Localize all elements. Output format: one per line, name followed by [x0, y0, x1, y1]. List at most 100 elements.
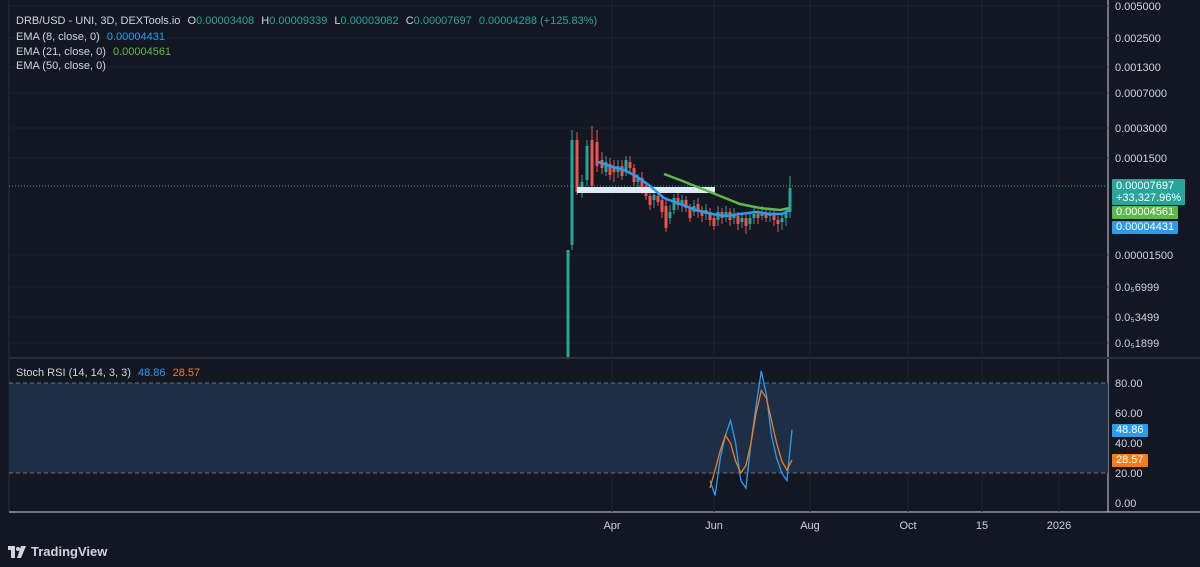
stoch-k-value: 48.86 — [138, 367, 166, 379]
stoch-d-line — [709, 388, 793, 489]
candle-body — [595, 142, 599, 166]
price-tick-label: 0.005000 — [1115, 1, 1161, 13]
time-tick-label: Apr — [603, 520, 620, 532]
open-value: 0.00003408 — [196, 15, 255, 27]
price-tick-label: 0.0₅6999 — [1115, 282, 1159, 294]
candle-body — [590, 140, 594, 186]
stoch-d-tag: 28.57 — [1112, 454, 1148, 467]
stoch-tick-label: 80.00 — [1115, 378, 1143, 390]
candle-body — [604, 162, 608, 172]
ema21-line — [663, 172, 791, 212]
candle-body — [566, 250, 570, 357]
candle-body — [620, 166, 624, 176]
change-value: 0.00004288 (+125.83%) — [478, 15, 598, 27]
time-tick-label: Oct — [899, 520, 916, 532]
last-price-pct: +33,327.96% — [1116, 192, 1182, 204]
price-tick-label: 0.002500 — [1115, 33, 1161, 45]
low-value: 0.00003082 — [340, 15, 399, 27]
candle-body — [696, 204, 700, 212]
low-label: L — [334, 15, 341, 27]
candle-body — [636, 178, 640, 182]
candle-body — [652, 195, 656, 200]
ema21-label: EMA (21, close, 0) — [16, 46, 106, 58]
time-tick-label: Aug — [800, 520, 820, 532]
stoch-band — [9, 383, 1108, 473]
candle-body — [700, 210, 704, 216]
candle-body — [708, 212, 712, 220]
candle-body — [672, 198, 676, 210]
time-tick-label: Jun — [705, 520, 723, 532]
price-tick-label: 0.0001500 — [1115, 153, 1167, 165]
candle-body — [648, 196, 652, 205]
stoch-tick-label: 40.00 — [1115, 438, 1143, 450]
candle-body — [784, 212, 788, 218]
close-label: C — [405, 15, 414, 27]
candle-body — [740, 218, 744, 222]
candle-body — [688, 208, 692, 218]
high-label: H — [261, 15, 270, 27]
candle-body — [764, 214, 768, 218]
candle-body — [624, 160, 628, 170]
candle-body — [640, 178, 644, 188]
ema8-line — [597, 160, 791, 218]
time-tick-label: 15 — [976, 520, 988, 532]
candle-body — [776, 220, 780, 224]
tradingview-icon — [8, 545, 26, 558]
candle-body — [585, 146, 589, 180]
candle-body — [570, 140, 574, 245]
stoch-label: Stoch RSI (14, 14, 3, 3) — [16, 367, 131, 379]
candle-body — [575, 140, 579, 192]
price-tick-label: 0.0003000 — [1115, 123, 1167, 135]
ema8-price-tag: 0.00004431 — [1112, 221, 1179, 234]
range-highlight — [577, 187, 715, 193]
stoch-k-tag: 48.86 — [1112, 424, 1148, 437]
candle-body — [668, 212, 672, 218]
candle-body — [712, 218, 716, 226]
candle-body — [660, 200, 664, 212]
candle-body — [756, 214, 760, 218]
stoch-d-value: 28.57 — [172, 367, 201, 379]
symbol-legend: DRB/USD - UNI, 3D, DEXTools.io O0.000034… — [16, 14, 601, 28]
ema21-price-tag: 0.00004561 — [1112, 206, 1179, 219]
ema21-value: 0.00004561 — [112, 46, 172, 58]
last-price-tag: 0.00007697 +33,327.96% — [1112, 179, 1186, 205]
stoch-tick-label: 0.00 — [1115, 498, 1136, 510]
candle-body — [724, 212, 728, 216]
candle-body — [780, 218, 784, 222]
candle-body — [684, 200, 688, 208]
tradingview-logo[interactable]: TradingView — [8, 544, 107, 559]
brand-name: TradingView — [31, 544, 108, 559]
candle-body — [748, 218, 752, 224]
stoch-legend[interactable]: Stoch RSI (14, 14, 3, 3) 48.86 28.57 — [16, 366, 204, 380]
high-value: 0.00009339 — [269, 15, 328, 27]
stoch-tick-label: 60.00 — [1115, 408, 1143, 420]
candle-body — [664, 206, 668, 228]
ema8-legend[interactable]: EMA (8, close, 0) 0.00004431 — [16, 30, 169, 44]
candle-body — [656, 196, 660, 202]
ema8-value: 0.00004431 — [106, 31, 165, 43]
last-price-value: 0.00007697 — [1116, 180, 1175, 192]
price-tick-label: 0.0₅3499 — [1115, 312, 1159, 324]
price-tick-label: 0.00001500 — [1115, 250, 1173, 262]
price-tick-label: 0.0₅1899 — [1115, 338, 1159, 350]
ema50-legend[interactable]: EMA (50, close, 0) — [16, 59, 110, 73]
candle-body — [580, 182, 584, 188]
candle-body — [680, 200, 684, 204]
price-tick-label: 0.001300 — [1115, 62, 1161, 74]
candle-body — [612, 168, 616, 172]
stoch-tick-label: 20.00 — [1115, 468, 1143, 480]
ema50-label: EMA (50, close, 0) — [16, 60, 106, 72]
candle-body — [772, 214, 776, 220]
ema21-legend[interactable]: EMA (21, close, 0) 0.00004561 — [16, 45, 175, 59]
candle-body — [744, 218, 748, 226]
price-tick-label: 0.0007000 — [1115, 88, 1167, 100]
close-value: 0.00007697 — [413, 15, 472, 27]
candle-body — [788, 188, 792, 212]
time-tick-label: 2026 — [1047, 520, 1071, 532]
candle-body — [736, 216, 740, 224]
candle-body — [676, 198, 680, 205]
candle-body — [752, 214, 756, 218]
candle-body — [608, 164, 612, 175]
